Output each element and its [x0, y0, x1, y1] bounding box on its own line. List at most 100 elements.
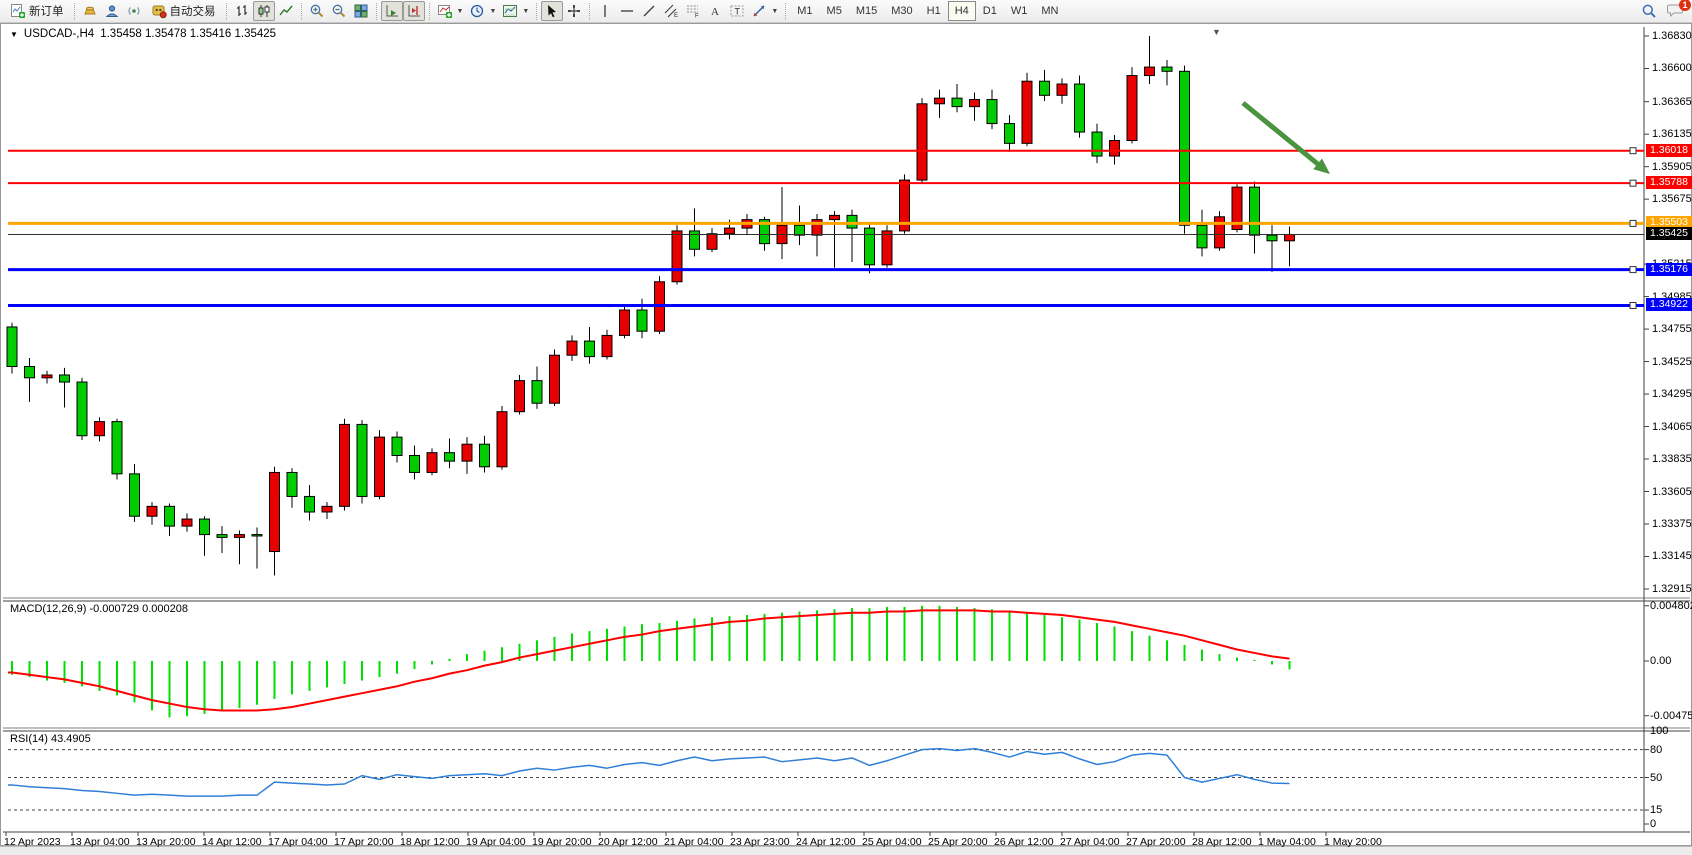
horizontal-line-button[interactable]	[616, 1, 638, 21]
toolbar-separator	[428, 2, 430, 20]
chart-ohlc-values: 1.35458 1.35478 1.35416 1.35425	[100, 28, 277, 40]
price-line-badge: 1.35176	[1646, 262, 1692, 276]
time-axis-label: 12 Apr 2023	[4, 836, 61, 848]
text-label-icon: T	[730, 5, 744, 17]
svg-text:T: T	[735, 7, 741, 17]
svg-text:A: A	[711, 6, 719, 18]
cursor-arrow-icon	[548, 5, 557, 18]
vertical-line-icon	[604, 5, 607, 17]
equidistant-channel-icon: E	[664, 4, 678, 19]
candlestick-chart-button[interactable]	[252, 1, 275, 21]
time-axis-label: 14 Apr 12:00	[202, 836, 262, 848]
timeframe-button-D1[interactable]: D1	[982, 5, 997, 17]
indicators-dropdown-caret[interactable]: ▼	[456, 7, 464, 15]
price-axis-label: 1.36135	[1652, 128, 1692, 141]
time-axis-label: 19 Apr 04:00	[466, 836, 526, 848]
time-axis-label: 19 Apr 20:00	[532, 836, 592, 848]
time-axis-label: 27 Apr 04:00	[1060, 836, 1120, 848]
timeframe-button-H1[interactable]: H1	[926, 5, 941, 17]
rsi-axis-label: 50	[1650, 771, 1663, 784]
crosshair-button[interactable]	[563, 1, 585, 21]
timeframe-button-MN[interactable]: MN	[1041, 5, 1059, 17]
macd-indicator-label: MACD(12,26,9) -0.000729 0.000208	[10, 603, 188, 615]
tile-windows-button[interactable]	[350, 1, 372, 21]
periods-button[interactable]: ▼	[466, 1, 499, 21]
autotrading-button[interactable]: 自动交易	[145, 1, 222, 21]
periods-dropdown-caret[interactable]: ▼	[489, 7, 497, 15]
time-axis-label: 1 May 04:00	[1258, 836, 1316, 848]
price-axis-label: 1.34295	[1652, 388, 1692, 401]
chart-shift-marker[interactable]: ▼	[1212, 27, 1221, 37]
trendline-button[interactable]	[638, 1, 660, 21]
price-line-badge: 1.35503	[1646, 216, 1692, 230]
macd-axis-label: 0.00	[1650, 655, 1672, 667]
timeframe-button-M1[interactable]: M1	[797, 5, 813, 17]
text-label-button[interactable]: T	[726, 1, 748, 21]
price-axis-label: 1.36600	[1652, 62, 1692, 75]
tile-windows-icon	[354, 4, 367, 18]
zoom-in-icon	[310, 4, 323, 18]
toolbar-separator	[73, 2, 75, 20]
rsi-axis-label: 100	[1650, 725, 1669, 737]
time-axis-label: 21 Apr 04:00	[664, 836, 724, 848]
line-chart-button[interactable]	[275, 1, 297, 21]
shapes-dropdown-caret[interactable]: ▼	[771, 7, 779, 15]
chart-plot-area[interactable]	[6, 27, 1644, 832]
window-bottom-strip	[0, 846, 1692, 855]
cursor-button[interactable]	[541, 1, 564, 21]
timeframe-group: M1 M5 M15 M30 H1 H4 D1 W1 MN	[790, 1, 1065, 21]
search-icon[interactable]	[1641, 3, 1657, 19]
price-line-badge: 1.35788	[1646, 176, 1692, 190]
zoom-out-icon	[332, 4, 345, 18]
price-axis-label: 1.33375	[1652, 517, 1692, 530]
line-chart-icon	[278, 5, 293, 16]
timeframe-button-M15[interactable]: M15	[855, 5, 878, 17]
new-order-button[interactable]: 新订单	[4, 1, 70, 21]
time-axis-label: 28 Apr 12:00	[1192, 836, 1252, 848]
fibonacci-button[interactable]: F	[682, 1, 704, 21]
crosshair-icon	[568, 5, 581, 17]
templates-dropdown-caret[interactable]: ▼	[522, 7, 530, 15]
templates-button[interactable]: ▼	[499, 1, 532, 21]
symbols-button[interactable]	[79, 1, 101, 21]
one-click-trading-toggle[interactable]: ▼	[10, 29, 18, 39]
current-price-badge: 1.35425	[1646, 227, 1692, 241]
time-axis-label: 13 Apr 04:00	[70, 836, 130, 848]
chart-shift-button[interactable]	[402, 1, 425, 21]
template-chart-icon	[503, 5, 518, 17]
time-axis-label: 17 Apr 20:00	[334, 836, 394, 848]
price-axis-label: 1.33605	[1652, 485, 1692, 498]
rsi-axis-label: 0	[1650, 818, 1657, 830]
time-axis-label: 27 Apr 20:00	[1126, 836, 1186, 848]
equidistant-channel-button[interactable]: E	[660, 1, 682, 21]
gold-ingot-icon	[83, 6, 96, 15]
vertical-line-button[interactable]	[594, 1, 616, 21]
timeframe-button-W1[interactable]: W1	[1010, 5, 1028, 17]
timeframe-button-H4[interactable]: H4	[947, 1, 976, 21]
zoom-in-button[interactable]	[306, 1, 328, 21]
price-axis-label: 1.33145	[1652, 550, 1692, 563]
timeframe-button-M30[interactable]: M30	[891, 5, 913, 17]
auto-scroll-button[interactable]	[380, 1, 403, 21]
zoom-out-button[interactable]	[328, 1, 350, 21]
signals-button[interactable]	[123, 1, 145, 21]
autotrading-icon	[152, 5, 167, 19]
time-axis-label: 23 Apr 23:00	[730, 836, 790, 848]
svg-text:F: F	[695, 14, 699, 20]
main-toolbar: 新订单 自动交易	[0, 0, 1692, 23]
profile-button[interactable]	[101, 1, 123, 21]
chat-button[interactable]: 1	[1667, 0, 1691, 21]
timeframe-button-M5[interactable]: M5	[826, 5, 842, 17]
indicators-icon	[437, 5, 452, 18]
new-order-label: 新订单	[29, 6, 64, 18]
indicators-button[interactable]: ▼	[434, 1, 467, 21]
text-button[interactable]: A	[704, 1, 726, 21]
toolbar-separator	[536, 2, 538, 20]
price-axis-label: 1.34525	[1652, 355, 1692, 368]
arrows-shapes-button[interactable]: ▼	[748, 1, 781, 21]
toolbar-separator	[225, 2, 227, 20]
price-axis-label: 1.33835	[1652, 453, 1692, 466]
fibonacci-icon: F	[687, 5, 699, 20]
price-line-badge: 1.36018	[1646, 143, 1692, 157]
bar-chart-button[interactable]	[231, 1, 253, 21]
